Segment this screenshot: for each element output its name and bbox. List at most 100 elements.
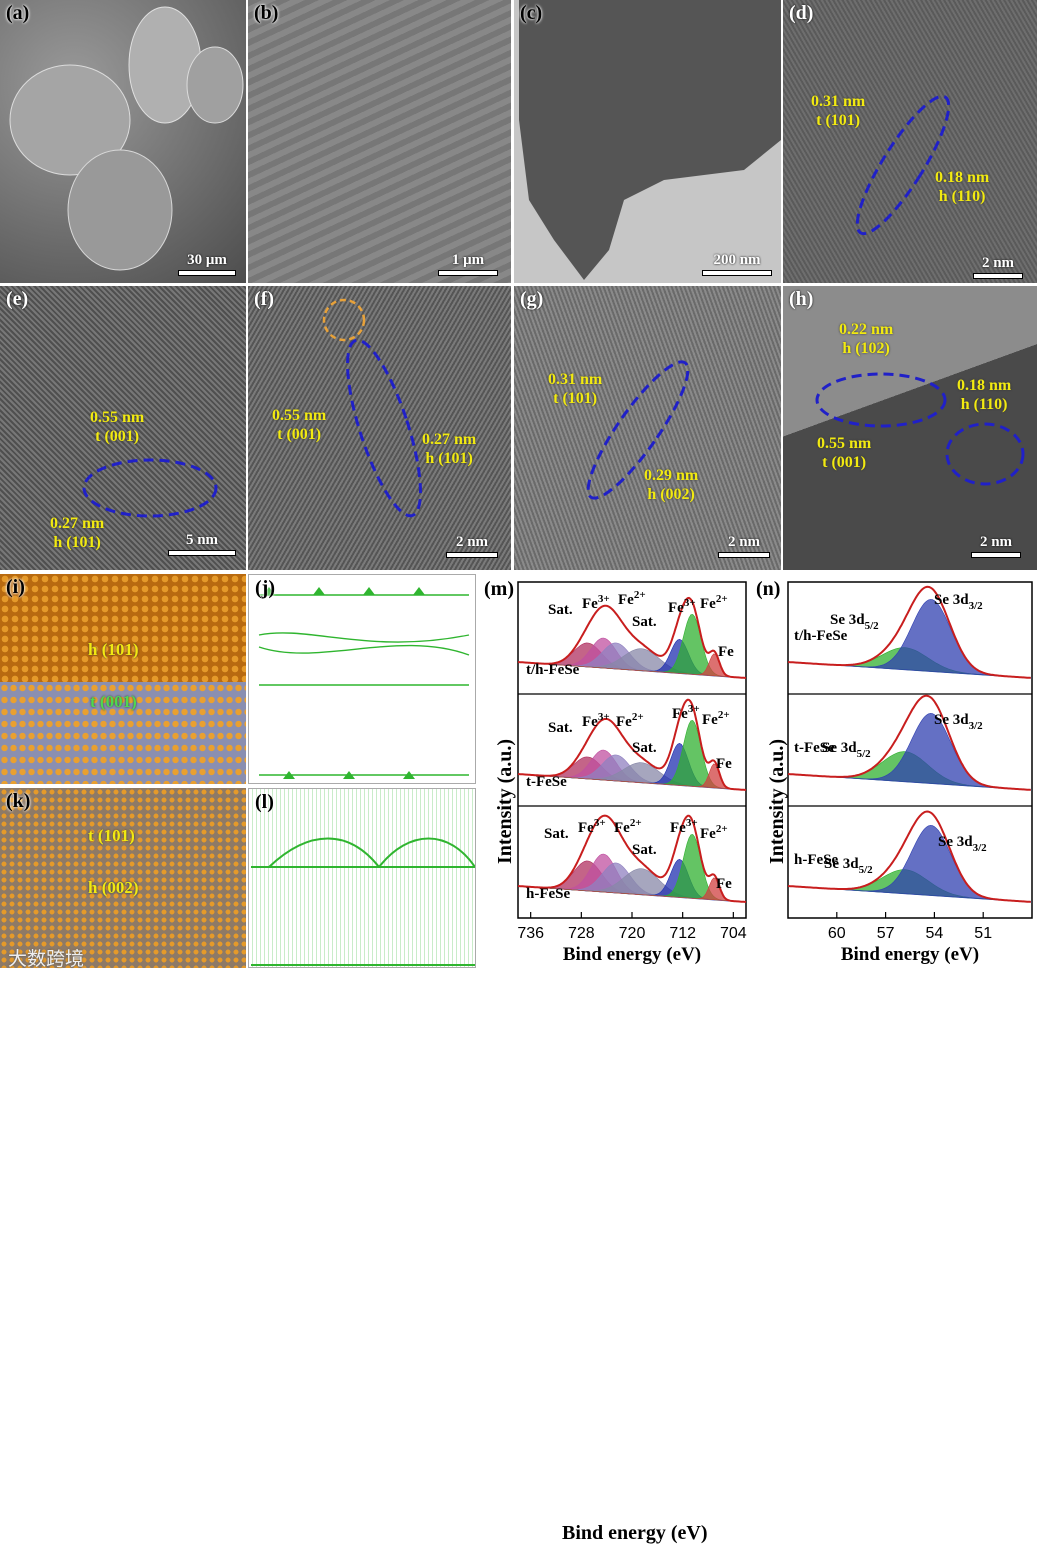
n-annotation-1: Se 3d3/2: [934, 712, 983, 732]
scale-text-h: 2 nm: [979, 534, 1013, 550]
panel-n-xps: (n) t/h-FeSe Se 3d5/2 Se 3d3/2 t-FeSe Se 3d5…: [752, 574, 1037, 979]
panel-label-a: (a): [6, 2, 30, 24]
n-tick-label-3: 51: [974, 925, 992, 942]
panel-label-k: (k): [6, 790, 31, 812]
panel-label-n: (n): [756, 578, 781, 600]
scale-bar-h: 2 nm: [971, 534, 1021, 558]
field-arrows-l: [251, 837, 475, 966]
scale-text-c: 200 nm: [713, 252, 761, 268]
m-annotation-6: Fe: [716, 756, 732, 772]
panel-d-hrtem: (d) 0.31 nm t (101) 0.18 nm h (110) 2 nm: [783, 0, 1037, 283]
panel-label-c: (c): [520, 2, 543, 24]
interface-label-k-bottom: h (002): [88, 878, 139, 897]
m-annotation-6: Fe: [718, 644, 734, 660]
panel-f-hrtem: (f) 0.55 nm t (001) 0.27 nm h (101) 2 nm: [248, 286, 511, 570]
m-tick-label-1: 728: [568, 925, 595, 942]
n-envelope: [787, 810, 1031, 903]
m-annotation-5: Fe2+: [702, 709, 730, 728]
scale-text-d: 2 nm: [981, 255, 1015, 271]
fringe-label-e1: 0.55 nm t (001): [90, 409, 145, 445]
m-sample-label: h-FeSe: [526, 886, 571, 902]
m-tick-label-0: 736: [517, 925, 544, 942]
panel-h-hrtem: (h) 0.22 nm h (102) 0.18 nm h (110) 0.55 n…: [783, 286, 1037, 570]
fringe-label-d2: 0.18 nm h (110): [935, 169, 990, 205]
panel-a-sem: (a) 30 μm: [0, 0, 246, 283]
fringe-label-h3: 0.55 nm t (001): [817, 435, 872, 471]
watermark: 大数跨境: [8, 948, 85, 970]
x-axis-label-m: Bind energy (eV): [562, 1522, 708, 1544]
n-tick-label-0: 60: [828, 925, 846, 942]
m-annotation-4: Fe3+: [670, 817, 698, 836]
field-arrows-j: [258, 587, 470, 779]
lattice-ellipse-g: [586, 360, 690, 500]
n-tick-label-1: 57: [877, 925, 895, 942]
m-annotation-3: Sat.: [632, 842, 657, 858]
panel-m-xps: (m) t/h-FeSe Sat. Fe3+ Fe2+ Sat. Fe3+ Fe2+ Fe t-…: [482, 574, 772, 1544]
n-annotation-0: Se 3d5/2: [824, 856, 873, 876]
n-sample-label: h-FeSe: [794, 852, 839, 868]
lattice-ellipse-f: [322, 298, 422, 518]
fringe-label-f1: 0.55 nm t (001): [272, 407, 327, 443]
m-annotation-2: Fe2+: [616, 711, 644, 730]
y-axis-label-n: Intensity (a.u.): [766, 738, 788, 864]
m-annotation-0: Sat.: [544, 826, 569, 842]
panel-label-f: (f): [254, 288, 274, 310]
m-annotation-5: Fe2+: [700, 593, 728, 612]
m-envelope: [517, 596, 747, 679]
y-axis-label-m: Intensity (a.u.): [494, 738, 516, 864]
m-annotation-1: Fe3+: [582, 593, 610, 612]
interface-label-k-top: t (101): [88, 826, 135, 845]
m-sample-label: t/h-FeSe: [526, 662, 580, 678]
m-sample-label: t-FeSe: [526, 774, 567, 790]
m-annotation-4: Fe3+: [672, 703, 700, 722]
panel-label-m: (m): [484, 578, 514, 600]
panel-c-tem: (c) 200 nm: [514, 0, 781, 283]
scale-text-a: 30 μm: [187, 252, 227, 268]
fringe-label-g1: 0.31 nm t (101): [548, 371, 603, 407]
panel-e-hrtem: (e) 0.55 nm t (001) 0.27 nm h (101) 5 nm: [0, 286, 246, 570]
panel-k-model: (k) t (101) h (002): [0, 788, 246, 968]
n-annotation-1: Se 3d3/2: [938, 834, 987, 854]
fringe-label-d1: 0.31 nm t (101): [811, 93, 866, 129]
panel-label-h: (h): [789, 288, 814, 310]
panel-l-field: (l): [248, 788, 476, 968]
n-annotation-1: Se 3d3/2: [934, 592, 983, 612]
panel-label-e: (e): [6, 288, 29, 310]
n-frame: [787, 581, 1033, 919]
m-x-axis-label: Bind energy (eV): [563, 944, 701, 965]
m-envelope: [517, 814, 747, 903]
m-annotation-2: Fe2+: [614, 817, 642, 836]
panel-i-model: (i) h (101) t (001): [0, 574, 246, 784]
tem-particle: [519, 0, 781, 280]
m-annotation-0: Sat.: [548, 602, 573, 618]
scale-bar-b: 1 μm: [438, 252, 498, 276]
m-annotation-1: Fe3+: [578, 817, 606, 836]
n-envelope: [787, 585, 1031, 679]
m-envelope: [517, 698, 747, 791]
scale-text-e: 5 nm: [185, 532, 219, 548]
n-sample-label: t/h-FeSe: [794, 628, 848, 644]
n-sample-label: t-FeSe: [794, 740, 835, 756]
sem-particles: [9, 6, 244, 271]
panel-label-j: (j): [255, 577, 275, 599]
n-annotation-0: Se 3d5/2: [830, 612, 879, 632]
panel-label-i: (i): [6, 576, 25, 598]
m-annotation-5: Fe2+: [700, 823, 728, 842]
m-tick-label-4: 704: [720, 925, 747, 942]
scale-bar-e: 5 nm: [168, 532, 236, 556]
m-annotation-6: Fe: [716, 876, 732, 892]
m-annotation-3: Sat.: [632, 740, 657, 756]
lattice-ellipse-d: [855, 94, 951, 236]
fringe-label-h1: 0.22 nm h (102): [839, 321, 894, 357]
m-peak-6: [517, 763, 747, 791]
n-envelope: [787, 694, 1031, 791]
fringe-label-g2: 0.29 nm h (002): [644, 467, 699, 503]
scale-bar-d: 2 nm: [973, 255, 1023, 279]
scale-bar-f: 2 nm: [446, 534, 498, 558]
